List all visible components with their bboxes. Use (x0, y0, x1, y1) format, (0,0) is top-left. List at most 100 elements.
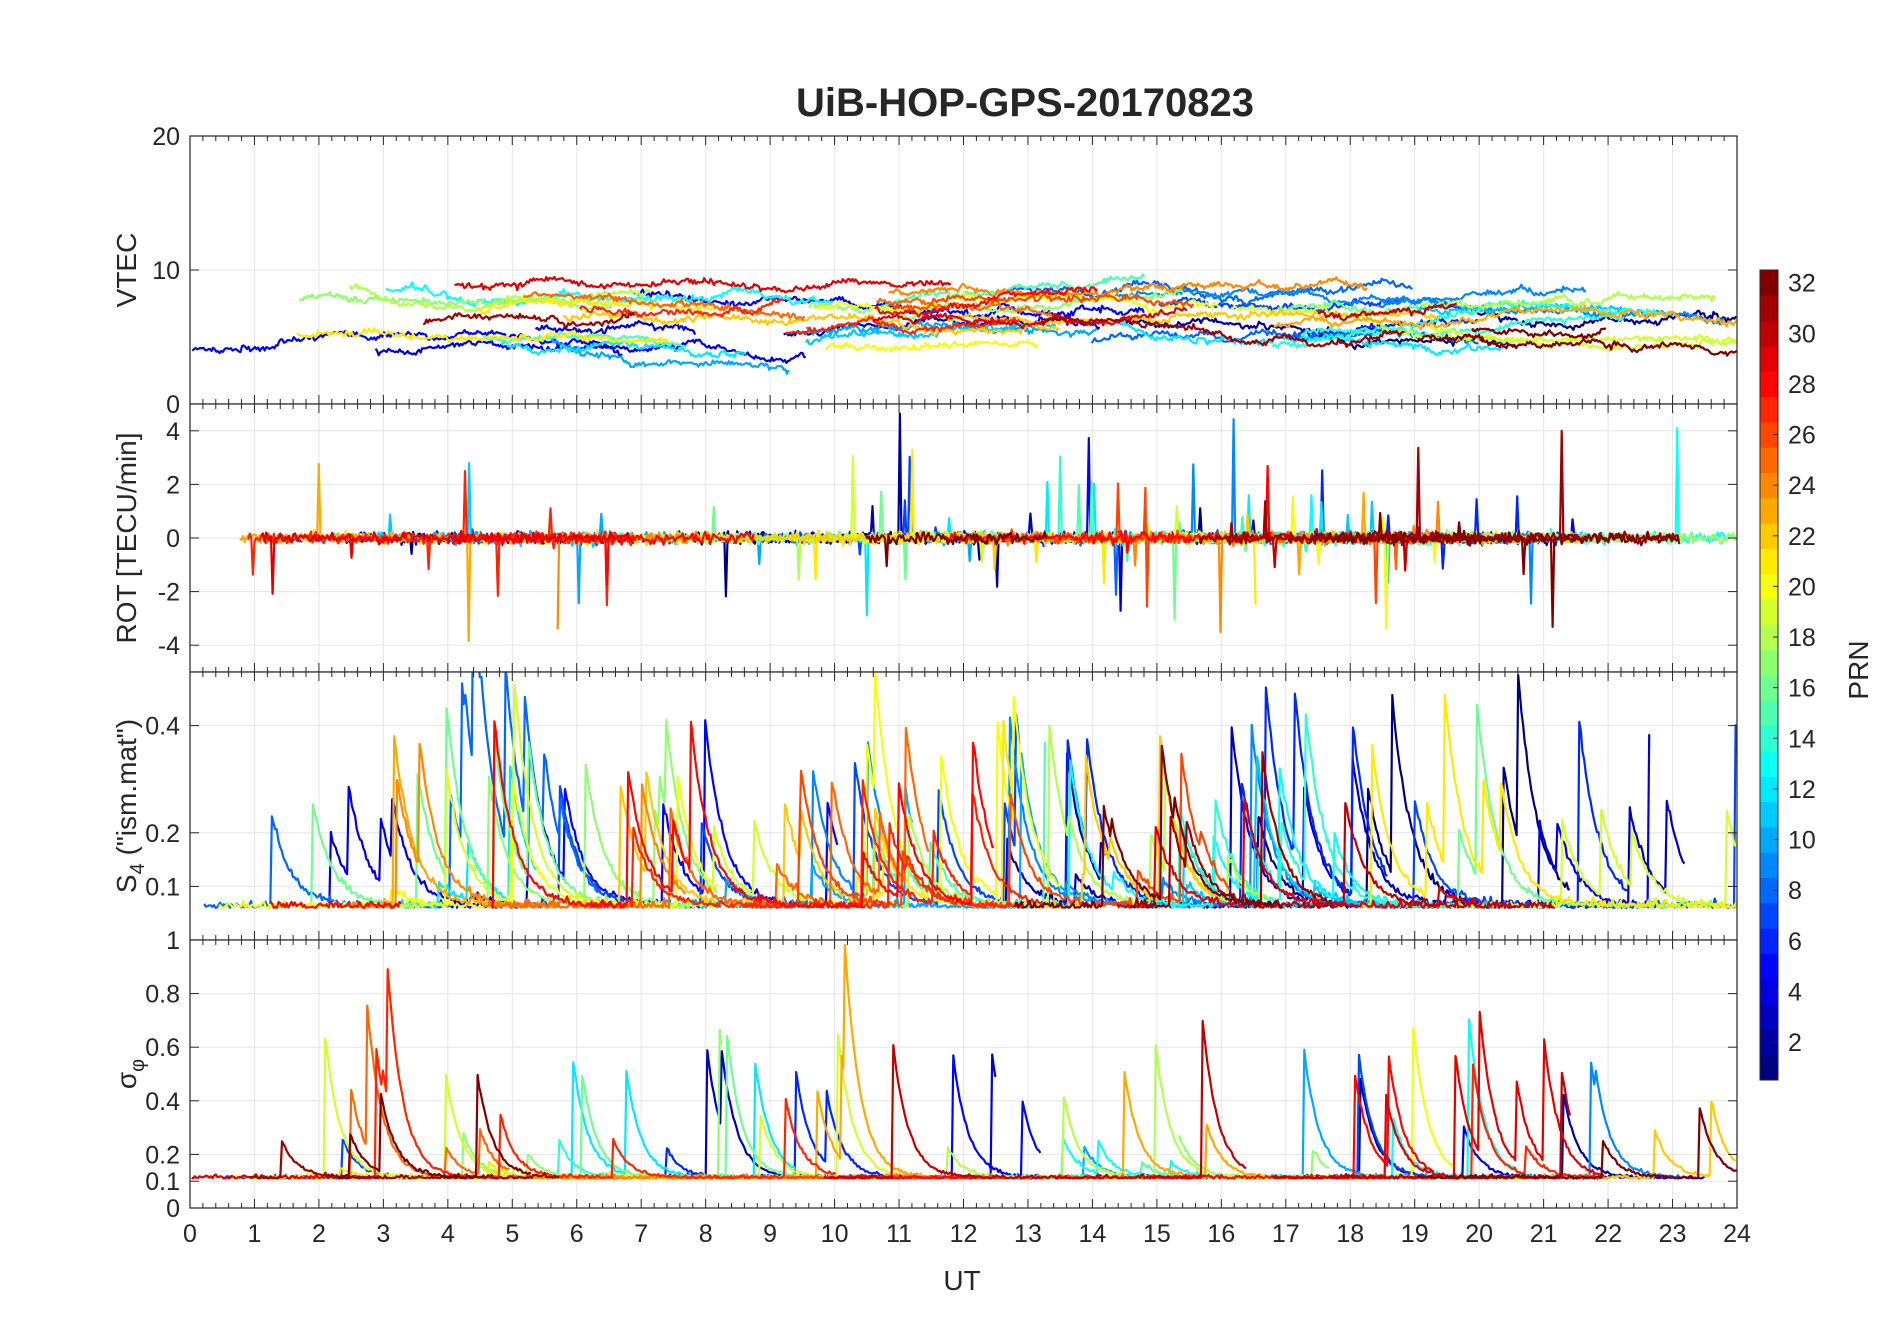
series-line-prn-27 (579, 298, 784, 318)
x-tick-label: 20 (1465, 1220, 1493, 1248)
series-line-prn-32 (1014, 744, 1283, 909)
series-line-prn-21 (1357, 693, 1737, 909)
series-line-prn-29 (1116, 797, 1484, 909)
series-line-prn-24 (349, 742, 687, 909)
series-line-prn-32 (1310, 511, 1680, 629)
colorbar-tick-label: 30 (1788, 320, 1816, 348)
series-line-prn-32 (864, 531, 1048, 568)
colorbar-segment (1760, 345, 1778, 372)
colorbar-segment (1760, 624, 1778, 651)
series-line-prn-32 (1417, 333, 1737, 357)
series-line-prn-12 (1117, 319, 1505, 356)
series-line-prn-30 (1252, 801, 1554, 909)
colorbar-segment (1760, 750, 1778, 777)
series-line-prn-22 (562, 310, 1060, 337)
panel-2: -4 -2 0 2 4 ROT [TECU/min] (111, 403, 1738, 673)
colorbar-segment (1760, 649, 1778, 676)
y-axis-label: ROT [TECU/min] (111, 432, 142, 643)
y-axis-label-sub: 4 (127, 863, 149, 874)
series-line-prn-21 (476, 296, 716, 315)
y-tick-label: 0.8 (145, 981, 180, 1009)
colorbar-tick-label: 12 (1788, 776, 1816, 804)
chart-title: UiB-HOP-GPS-20170823 (796, 81, 1254, 125)
colorbar-segment (1760, 371, 1778, 398)
colorbar-segment (1760, 725, 1778, 752)
colorbar-tick-label: 4 (1788, 978, 1802, 1006)
x-tick-label: 19 (1401, 1220, 1429, 1248)
series-line-prn-29 (260, 529, 635, 595)
x-tick-label: 4 (441, 1220, 455, 1248)
series-line-prn-23 (1273, 304, 1737, 331)
series-line-prn-27 (784, 316, 1020, 336)
series-line-prn-8 (1090, 327, 1479, 345)
x-tick-label: 7 (634, 1220, 648, 1248)
series-line-prn-14 (1301, 299, 1677, 337)
series-line-prn-32 (336, 1073, 531, 1180)
series-line-prn-28 (874, 286, 1098, 318)
x-tick-label: 3 (376, 1220, 390, 1248)
colorbar-segment (1760, 928, 1778, 954)
series-line-prn-30 (823, 1019, 1247, 1180)
colorbar-frame (1759, 269, 1779, 1081)
colorbar-segment (1760, 320, 1778, 347)
x-tick-label: 6 (570, 1220, 584, 1248)
series-line-prn-20 (816, 291, 1220, 315)
x-tick-label: 23 (1659, 1220, 1687, 1248)
colorbar-segment (1760, 472, 1778, 499)
colorbar-segment (1760, 548, 1778, 575)
y-axis-label-main: σ (111, 1072, 142, 1089)
x-tick-label: 5 (505, 1220, 519, 1248)
series-line-prn-31 (249, 1140, 560, 1180)
y-tick-label: -4 (158, 632, 180, 660)
y-tick-label: 0.2 (145, 1141, 180, 1169)
colorbar-segment (1760, 523, 1778, 549)
series-line-prn-28 (829, 1173, 975, 1180)
series-line-prn-28 (269, 900, 402, 909)
y-axis-label-sub: φ (127, 1059, 149, 1072)
colorbar-tick-label: 20 (1788, 573, 1816, 601)
x-tick-label: 14 (1079, 1220, 1107, 1248)
colorbar-tick-label: 10 (1788, 827, 1816, 855)
colorbar-tick-label: 22 (1788, 523, 1816, 551)
x-tick-label: 8 (699, 1220, 713, 1248)
colorbar-label: PRN (1843, 640, 1874, 699)
colorbar-segment (1760, 953, 1778, 980)
series-line-prn-5 (191, 328, 623, 357)
series-line-prn-20 (827, 672, 1062, 909)
series-line-prn-22 (946, 309, 1440, 326)
colorbar-tick-label: 8 (1788, 877, 1802, 905)
colorbar-segment (1760, 877, 1778, 904)
y-tick-label: 0.2 (145, 820, 180, 848)
series-line-prn-29 (872, 306, 1188, 330)
series-line-prn-31 (422, 312, 636, 329)
colorbar-tick-label: 18 (1788, 624, 1816, 652)
x-tick-label: 10 (821, 1220, 849, 1248)
series-line-prn-25 (523, 291, 806, 321)
y-axis-label: σφ (111, 1059, 149, 1089)
colorbar-segment (1760, 1029, 1778, 1056)
x-tick-label: 22 (1594, 1220, 1622, 1248)
series-line-prn-18 (1419, 290, 1716, 310)
colorbar-tick-label: 6 (1788, 928, 1802, 956)
y-axis-label-main: S (111, 874, 142, 893)
colorbar-tick-label: 16 (1788, 675, 1816, 703)
x-axis-label: UT (943, 1265, 980, 1296)
y-tick-label: 0.6 (145, 1034, 180, 1062)
colorbar-segment (1760, 573, 1778, 600)
colorbar-segment (1760, 978, 1778, 1005)
series-line-prn-4 (325, 785, 514, 908)
colorbar-tick-label: 32 (1788, 270, 1816, 298)
colorbar-segment (1760, 675, 1778, 701)
panel-series (239, 412, 1737, 643)
series-line-prn-21 (838, 719, 1015, 909)
y-axis-label-rest: ("ism.mat") (111, 719, 142, 863)
colorbar-tick-label: 24 (1788, 472, 1816, 500)
colorbar-tick-label: 2 (1788, 1029, 1802, 1057)
y-tick-label: -2 (158, 579, 180, 607)
colorbar-tick-label: 14 (1788, 725, 1816, 753)
series-line-prn-31 (1040, 316, 1405, 348)
colorbar-segment (1760, 826, 1778, 853)
